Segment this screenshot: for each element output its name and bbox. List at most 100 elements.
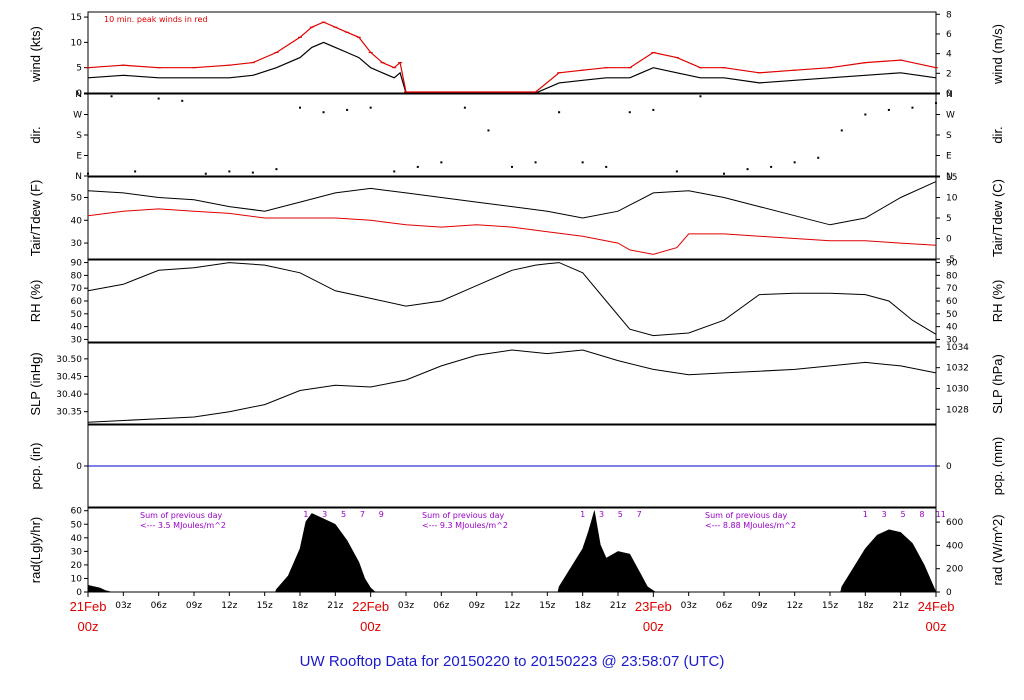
dir-point [346,108,349,111]
temp-right-tick-label: 5 [946,214,952,224]
wind-left-tick-label: 5 [76,64,82,74]
x-day-date: 23Feb [635,599,672,614]
dir-point [393,170,396,173]
dir-point [181,99,184,102]
rad-ylabel-right: rad (W/m^2) [990,514,1005,585]
pcp-ylabel-right: pcp. (mm) [990,437,1005,496]
wind-left-tick-label: 15 [71,13,82,23]
temp-right-tick-label: 15 [946,173,957,183]
rad-hour-mark: 3 [882,510,887,519]
slp-ylabel-right: SLP (hPa) [990,354,1005,414]
x-day-time: 00z [78,619,99,634]
x-day-date: 24Feb [918,599,955,614]
dir-ylabel-left: dir. [28,126,43,143]
rh-left-tick-label: 60 [71,297,83,307]
x-hour-label: 12z [221,601,237,611]
rad-hour-mark: 5 [341,510,346,519]
dir-left-tick-label: N [75,172,82,182]
x-day-time: 00z [643,619,664,634]
dir-point [275,168,278,171]
rad-hour-mark: 7 [360,510,365,519]
wind-ylabel-right: wind (m/s) [990,24,1005,85]
dir-point [652,108,655,111]
temp-series-primary-line [87,181,937,226]
dir-point [887,108,890,111]
dir-right-tick-label: E [946,152,952,162]
rh-ylabel-right: RH (%) [990,280,1005,323]
rh-ylabel-left: RH (%) [28,280,43,323]
x-hour-label: 18z [292,601,308,611]
dir-point [440,161,443,164]
slp-left-tick-label: 30.50 [56,355,82,365]
x-hour-label: 03z [115,601,131,611]
pcp-ylabel-left: pcp. (in) [28,443,43,490]
temp-right-tick-label: 0 [946,235,952,245]
slp-right-tick-label: 1030 [946,384,969,394]
dir-point [487,129,490,132]
dir-point [723,172,725,175]
rad-left-tick-label: 10 [71,574,83,584]
dir-right-tick-label: S [946,131,952,141]
rh-left-tick-label: 30 [71,335,83,345]
wind-peak-note: 10 min. peak winds in red [104,15,208,24]
dir-point [581,161,584,164]
rh-left-tick-label: 90 [71,259,83,269]
temp-left-tick-label: 40 [71,216,83,226]
dir-point [558,111,561,114]
x-hour-label: 06z [151,601,167,611]
x-hour-label: 15z [539,601,555,611]
x-day-time: 00z [360,619,381,634]
dir-point [864,113,867,116]
pcp-left-tick-label: 0 [76,462,82,472]
rad-hour-mark: 3 [322,510,327,519]
rad-hour-mark: 1 [580,510,585,519]
dir-right-tick-label: N [946,172,953,182]
rh-right-tick-label: 70 [946,284,958,294]
rh-right-tick-label: 30 [946,335,958,345]
dir-point [534,161,537,164]
wind-right-tick-label: 2 [946,69,952,79]
dir-point [322,111,325,114]
dir-point [134,170,137,173]
rh-left-tick-label: 40 [71,323,83,333]
rad-hour-mark: 5 [618,510,623,519]
rad-right-tick-label: 400 [946,541,963,551]
x-hour-label: 18z [575,601,591,611]
rad-note-1-title: Sum of previous day [140,511,222,520]
x-day-time: 00z [926,619,947,634]
x-hour-label: 09z [186,601,202,611]
rad-left-tick-label: 0 [76,588,82,598]
rh-series-primary-line [87,262,937,337]
rad-hour-mark: 9 [379,510,384,519]
chart-caption: UW Rooftop Data for 20150220 to 20150223… [300,653,725,670]
slp-left-tick-label: 30.40 [56,390,82,400]
x-hour-label: 15z [822,601,838,611]
x-hour-label: 21z [893,601,909,611]
dir-left-tick-label: W [73,111,82,121]
rad-hour-mark: 1 [303,510,308,519]
wind-left-tick-label: 10 [71,38,83,48]
temp-ylabel-left: Tair/Tdew (F) [28,180,43,257]
rad-note-2-title: Sum of previous day [422,511,504,520]
x-hour-label: 12z [504,601,520,611]
rad-left-tick-label: 20 [71,561,83,571]
dir-point [463,106,466,109]
dir-point [699,95,702,98]
rh-right-tick-label: 40 [946,323,958,333]
dir-point [840,129,843,132]
x-hour-label: 18z [857,601,873,611]
wind-series-secondary-line [87,21,937,93]
rad-left-tick-label: 50 [71,520,83,530]
rh-left-tick-label: 70 [71,284,83,294]
rad-hour-mark: 8 [919,510,924,519]
dir-point [817,156,820,159]
slp-right-tick-label: 1034 [946,343,969,353]
x-day-date: 22Feb [352,599,389,614]
temp-left-tick-label: 30 [71,239,83,249]
x-hour-label: 09z [751,601,767,611]
slp-left-tick-label: 30.35 [56,408,82,418]
dir-left-tick-label: E [76,152,82,162]
slp-right-tick-label: 1028 [946,405,969,415]
x-hour-label: 03z [681,601,697,611]
